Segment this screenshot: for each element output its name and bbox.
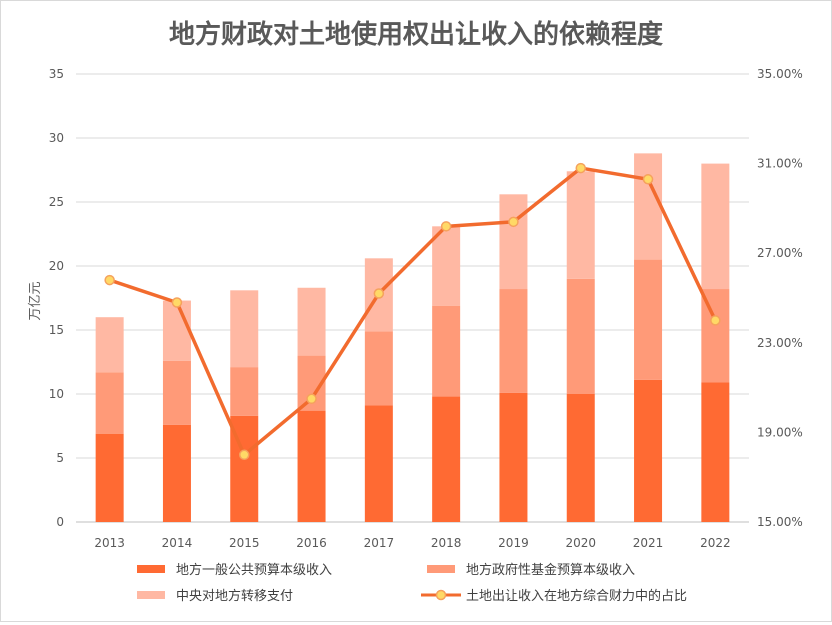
bar-segment-3 xyxy=(432,226,461,306)
ratio-point xyxy=(171,297,183,308)
y-tick-label: 20 xyxy=(49,259,64,273)
x-tick-label: 2020 xyxy=(565,536,596,550)
bar-segment-2 xyxy=(566,278,595,394)
bar-segment-1 xyxy=(701,382,730,522)
bar-segment-1 xyxy=(95,433,124,522)
bar-segment-2 xyxy=(95,372,124,434)
bar-segment-2 xyxy=(432,305,461,397)
x-tick-label: 2019 xyxy=(498,536,529,550)
bar-segment-3 xyxy=(566,171,595,279)
bar-segment-1 xyxy=(297,410,326,522)
x-tick-label: 2022 xyxy=(700,536,731,550)
bar-segment-1 xyxy=(634,379,663,522)
legend-swatch xyxy=(137,591,165,599)
x-tick-label: 2013 xyxy=(94,536,125,550)
y-tick-label: 10 xyxy=(49,387,64,401)
ratio-point xyxy=(575,162,586,174)
bar-segment-2 xyxy=(499,289,528,393)
ratio-point xyxy=(508,216,519,228)
y2-tick-label: 31.00% xyxy=(757,157,803,171)
bar-segment-1 xyxy=(364,405,393,522)
ratio-point xyxy=(440,221,452,232)
bar-segment-3 xyxy=(95,317,124,373)
bar-segment-3 xyxy=(162,300,191,361)
bar-segment-1 xyxy=(499,392,528,522)
bar-segment-3 xyxy=(499,194,528,290)
legend-swatch xyxy=(137,565,165,573)
ratio-line xyxy=(109,166,717,457)
bar-segment-2 xyxy=(162,360,191,425)
bar-segment-3 xyxy=(297,287,326,356)
legend-swatch xyxy=(427,565,455,573)
x-tick-label: 2018 xyxy=(431,536,462,550)
y2-tick-label: 23.00% xyxy=(757,336,803,350)
bar-segment-2 xyxy=(634,259,663,380)
legend-label: 土地出让收入在地方综合财力中的占比 xyxy=(466,588,687,604)
legend-label: 地方一般公共预算本级收入 xyxy=(176,562,332,578)
bar-segment-2 xyxy=(364,331,393,406)
legend-label: 地方政府性基金预算本级收入 xyxy=(466,562,635,578)
x-tick-label: 2015 xyxy=(229,536,260,550)
ratio-point xyxy=(239,449,250,461)
y2-tick-label: 27.00% xyxy=(757,246,803,260)
y-axis-label: 万亿元 xyxy=(28,281,43,320)
bar-segment-1 xyxy=(566,394,595,522)
bar-segment-1 xyxy=(432,396,461,522)
y2-tick-label: 19.00% xyxy=(757,425,803,439)
ratio-point xyxy=(306,393,317,405)
ratio-point xyxy=(104,274,115,286)
bar-segment-3 xyxy=(634,153,663,260)
y2-tick-label: 35.00% xyxy=(757,67,803,81)
bar-segment-3 xyxy=(701,163,730,290)
legend-marker xyxy=(435,589,447,601)
y-tick-label: 30 xyxy=(49,131,64,145)
bar-segment-3 xyxy=(230,290,259,368)
ratio-point xyxy=(710,315,721,326)
y-tick-label: 35 xyxy=(49,67,64,81)
x-tick-label: 2017 xyxy=(364,536,395,550)
y-tick-label: 15 xyxy=(49,323,64,337)
y-tick-label: 0 xyxy=(56,515,64,529)
chart-title: 地方财政对土地使用权出让收入的依赖程度 xyxy=(169,19,663,50)
x-tick-label: 2016 xyxy=(296,536,327,550)
legend-label: 中央对地方转移支付 xyxy=(176,588,293,604)
bar-segment-1 xyxy=(162,424,191,522)
x-tick-label: 2014 xyxy=(162,536,193,550)
y-tick-label: 25 xyxy=(49,195,64,209)
y-tick-label: 5 xyxy=(56,451,64,465)
ratio-point xyxy=(642,174,654,185)
y2-tick-label: 15.00% xyxy=(757,515,803,529)
ratio-point xyxy=(373,288,385,299)
bar-segment-2 xyxy=(230,367,259,416)
x-tick-label: 2021 xyxy=(633,536,664,550)
